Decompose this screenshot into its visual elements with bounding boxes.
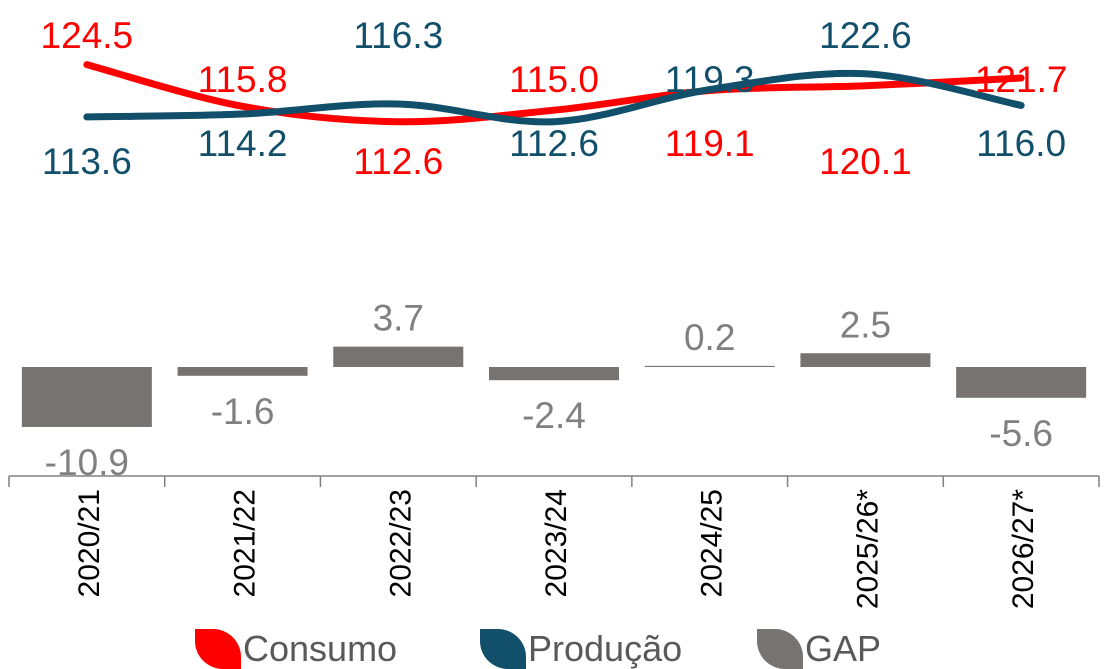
legend-label-consumo: Consumo: [243, 629, 397, 669]
legend-swatch-shape: [480, 629, 526, 669]
label-gap-2022-23: 3.7: [373, 298, 424, 339]
label-gap-2026-27-: -5.6: [989, 413, 1053, 454]
x-tick-label-2024-25: 2024/25: [696, 489, 729, 597]
gap-bar-2023-24: [489, 367, 619, 380]
chart-canvas: 124.5 113.6 115.8 114.2 112.6 116.3 115.0 112.6…: [0, 0, 1109, 620]
label-gap-2024-25: 0.2: [684, 317, 735, 358]
label-consumo-2024-25: 119.1: [665, 123, 755, 164]
label-producao-2021-22: 114.2: [198, 123, 288, 164]
gap-bar-2024-25: [645, 366, 775, 367]
label-producao-2025-26-: 122.6: [819, 15, 912, 56]
label-producao-2023-24: 112.6: [509, 123, 599, 164]
label-consumo-2020-21: 124.5: [41, 15, 134, 56]
x-tick-label-2021-22: 2021/22: [229, 489, 262, 597]
legend-swatch-gap: [757, 629, 803, 669]
legend-swatch-producao: [480, 629, 526, 669]
label-consumo-2022-23: 112.6: [353, 141, 443, 182]
x-tick-label-2020-21: 2020/21: [73, 489, 106, 597]
legend: Consumo Produção GAP: [0, 621, 1109, 667]
gap-bar-2026-27-: [956, 367, 1086, 398]
label-producao-2024-25: 119.3: [665, 59, 755, 100]
label-consumo-2026-27-: 121.7: [975, 59, 1068, 100]
category-axis: 2020/21 2021/22 2022/23 2023/24 2024/25 2025/…: [9, 476, 1099, 609]
label-producao-2026-27-: 116.0: [976, 123, 1066, 164]
x-tick-label-2022-23: 2022/23: [384, 489, 417, 597]
label-gap-2021-22: -1.6: [211, 391, 275, 432]
x-tick-label-2026-27-: 2026/27*: [1007, 489, 1040, 609]
legend-swatch-shape: [195, 629, 241, 669]
label-consumo-2023-24: 115.0: [509, 59, 599, 100]
gap-bar-2025-26-: [800, 353, 930, 367]
label-producao-2022-23: 116.3: [353, 15, 443, 56]
label-gap-2023-24: -2.4: [522, 395, 586, 436]
label-gap-2020-21: -10.9: [45, 442, 129, 483]
legend-label-gap: GAP: [805, 629, 881, 669]
label-consumo-2025-26-: 120.1: [819, 141, 912, 182]
x-tick-label-2023-24: 2023/24: [540, 489, 573, 597]
label-consumo-2021-22: 115.8: [198, 59, 288, 100]
gap-bar-2022-23: [333, 347, 463, 367]
x-tick-label-2025-26-: 2025/26*: [851, 489, 884, 609]
gap-bar-2021-22: [178, 367, 308, 376]
legend-swatch-shape: [757, 629, 803, 669]
gap-bar-2020-21: [22, 367, 152, 427]
label-producao-2020-21: 113.6: [42, 141, 132, 182]
label-gap-2025-26-: 2.5: [840, 304, 891, 345]
legend-label-producao: Produção: [528, 629, 682, 669]
legend-swatch-consumo: [195, 629, 241, 669]
